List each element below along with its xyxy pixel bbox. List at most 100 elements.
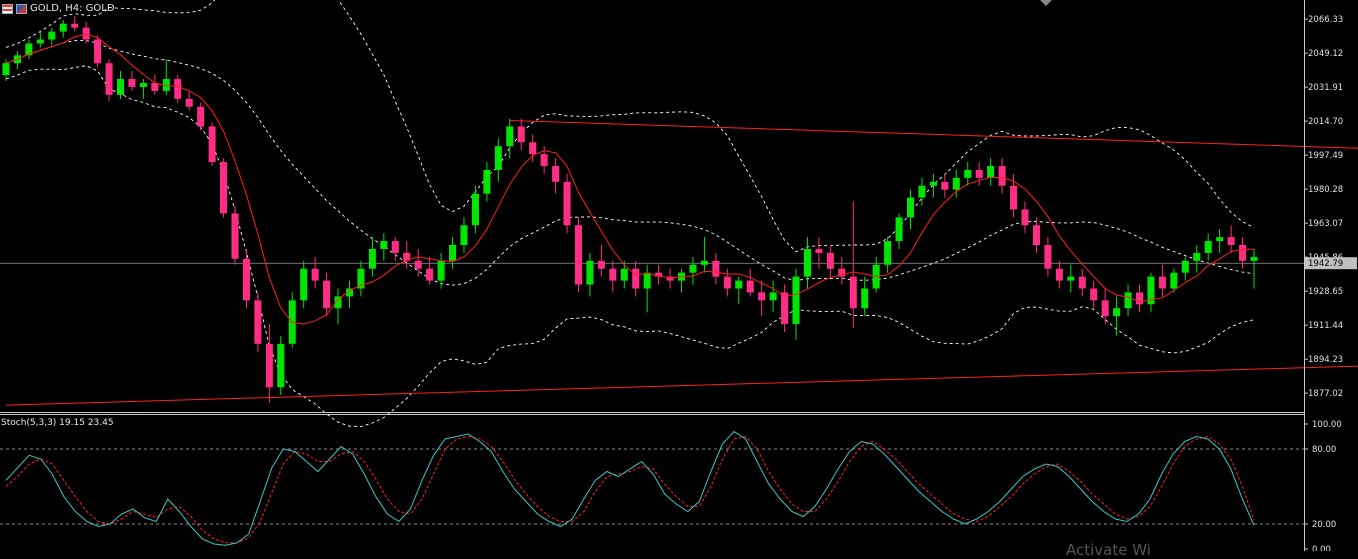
candle-body[interactable] [1124,292,1132,309]
candle-body[interactable] [1147,276,1155,305]
candle-body[interactable] [643,272,651,289]
candle-body[interactable] [139,82,147,87]
candle-body[interactable] [2,63,10,76]
candle-body[interactable] [769,292,777,301]
candle-body[interactable] [929,181,937,186]
candle-body[interactable] [1227,237,1235,246]
candle-body[interactable] [861,288,869,309]
candle-body[interactable] [529,142,537,155]
candle-body[interactable] [71,23,79,28]
candle-body[interactable] [483,169,491,194]
candle-body[interactable] [94,39,102,64]
candle-body[interactable] [563,181,571,226]
candle-body[interactable] [460,225,468,246]
candle-body[interactable] [334,296,342,309]
candle-body[interactable] [815,248,823,253]
candle-body[interactable] [311,268,319,281]
candle-body[interactable] [242,258,250,301]
candle-body[interactable] [220,162,228,214]
candle-body[interactable] [620,268,628,281]
candle-body[interactable] [1021,209,1029,226]
candle-body[interactable] [300,268,308,301]
candle-body[interactable] [254,300,262,344]
candle-body[interactable] [758,292,766,301]
candle-body[interactable] [323,280,331,309]
candle-body[interactable] [1101,300,1109,317]
candle-body[interactable] [1010,185,1018,210]
candle-body[interactable] [185,98,193,107]
candle-body[interactable] [1239,245,1247,261]
candle-body[interactable] [792,276,800,325]
candle-body[interactable] [1193,252,1201,261]
candle-body[interactable] [1135,292,1144,305]
price-panel[interactable] [0,0,1358,428]
candle-body[interactable] [964,169,972,178]
candle-body[interactable] [265,343,273,388]
candle-body[interactable] [449,245,457,261]
flag-icon[interactable] [16,3,27,14]
candle-body[interactable] [941,181,949,190]
candle-body[interactable] [1055,268,1063,281]
candle-body[interactable] [952,177,960,190]
candle-body[interactable] [345,288,354,297]
candle-body[interactable] [1204,241,1212,253]
candle-body[interactable] [277,343,285,388]
candle-body[interactable] [975,169,983,178]
candle-body[interactable] [506,126,514,147]
candle-body[interactable] [723,276,731,289]
candle-body[interactable] [391,241,399,253]
candle-body[interactable] [1181,260,1189,273]
candle-body[interactable] [987,165,995,178]
candle-body[interactable] [1113,308,1121,317]
candle-body[interactable] [838,268,846,277]
candle-body[interactable] [597,260,605,269]
candle-body[interactable] [517,126,525,143]
candle-body[interactable] [197,106,205,127]
candle-body[interactable] [59,23,67,32]
candle-body[interactable] [781,292,789,325]
candle-body[interactable] [826,252,834,269]
candle-body[interactable] [471,193,479,226]
candle-body[interactable] [231,213,239,259]
candle-body[interactable] [586,260,594,285]
candle-body[interactable] [414,260,422,269]
candle-body[interactable] [128,79,136,87]
candle-body[interactable] [666,276,674,281]
candle-body[interactable] [884,241,892,265]
candle-body[interactable] [1170,272,1178,289]
candle-body[interactable] [162,79,170,91]
candle-body[interactable] [437,260,445,281]
candle-body[interactable] [632,268,640,289]
calendar-icon[interactable] [2,3,13,14]
candle-body[interactable] [895,217,903,242]
candle-body[interactable] [1078,276,1086,289]
candle-body[interactable] [803,248,811,277]
candle-body[interactable] [368,248,376,269]
candle-body[interactable] [689,264,697,273]
candle-body[interactable] [25,43,33,56]
candle-body[interactable] [849,276,857,309]
candle-body[interactable] [208,126,216,163]
candle-body[interactable] [82,27,90,40]
candle-body[interactable] [918,185,926,198]
candle-body[interactable] [426,268,434,281]
candle-body[interactable] [36,39,44,44]
candle-body[interactable] [540,154,548,166]
candle-body[interactable] [712,260,720,277]
candle-body[interactable] [357,268,365,289]
candle-body[interactable] [1216,237,1224,242]
candle-body[interactable] [1044,245,1052,269]
candle-body[interactable] [735,280,743,289]
candle-body[interactable] [1090,288,1098,301]
candle-body[interactable] [174,79,182,99]
candle-body[interactable] [1158,276,1166,289]
candle-body[interactable] [906,197,915,218]
candle-body[interactable] [403,252,411,261]
candle-body[interactable] [494,146,502,170]
candle-body[interactable] [1032,225,1040,246]
stochastic-panel[interactable] [0,430,1304,546]
candle-body[interactable] [116,79,125,95]
candle-body[interactable] [48,31,56,40]
candle-body[interactable] [105,63,113,95]
